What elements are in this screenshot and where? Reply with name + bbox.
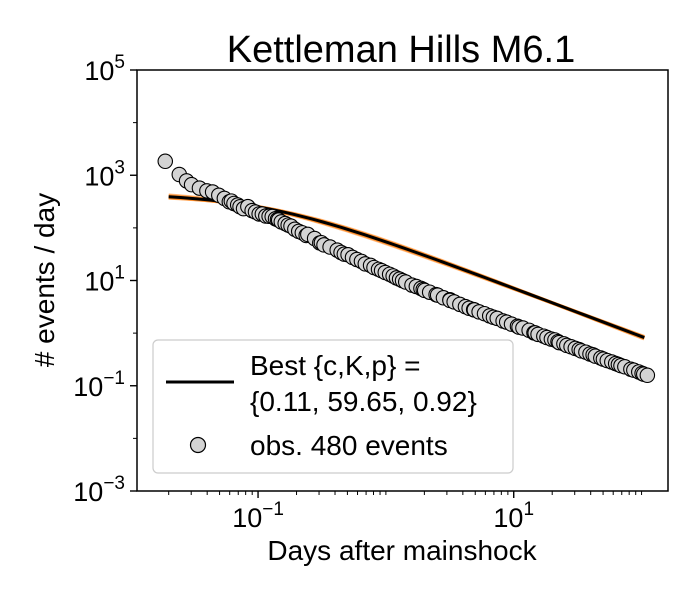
y-tick-label: 10−3 (73, 473, 125, 507)
ensemble-curve-6 (168, 195, 645, 340)
y-tick-label: 10−1 (73, 368, 125, 402)
plot-area (157, 153, 656, 384)
observation-point (157, 153, 174, 170)
observation-point (639, 367, 656, 384)
legend-obs-label: obs. 480 events (250, 430, 448, 461)
ensemble-curve-1 (168, 195, 645, 341)
ensemble-curve-2 (168, 194, 645, 339)
x-tick-label: 10−1 (232, 499, 284, 533)
x-tick-label: 101 (493, 499, 534, 533)
y-tick-label: 101 (84, 263, 125, 297)
ensemble-curve-3 (168, 195, 645, 340)
ensemble-curve-5 (168, 196, 645, 341)
best-fit-curve (168, 195, 645, 339)
y-axis-label: # events / day (29, 193, 60, 367)
ensemble-curve-7 (168, 195, 645, 340)
legend-obs-marker (189, 436, 207, 454)
chart-title: Kettleman Hills M6.1 (227, 29, 575, 71)
x-axis-label: Days after mainshock (267, 535, 537, 566)
ensemble-curve-4 (168, 193, 645, 339)
ensemble-curve-0 (168, 193, 645, 339)
y-tick-label: 105 (84, 52, 125, 86)
legend-box (152, 339, 514, 474)
axis-ticks: 10−3 10−1 101 103 105 10−1 101 (73, 52, 643, 533)
legend-fit-label-line2: {0.11, 59.65, 0.92} (250, 386, 477, 417)
y-tick-label: 103 (84, 157, 125, 191)
legend-fit-label-line1: Best {c,K,p} = (250, 350, 420, 381)
legend: Best {c,K,p} = {0.11, 59.65, 0.92} obs. … (152, 339, 514, 474)
